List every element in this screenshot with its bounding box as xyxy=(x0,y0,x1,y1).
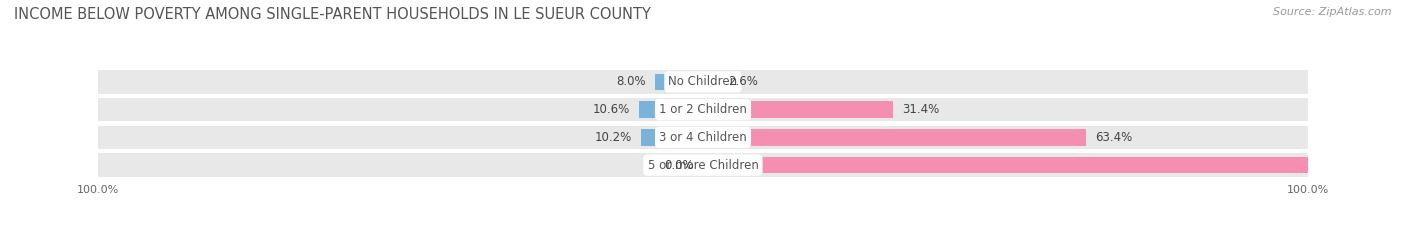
Text: INCOME BELOW POVERTY AMONG SINGLE-PARENT HOUSEHOLDS IN LE SUEUR COUNTY: INCOME BELOW POVERTY AMONG SINGLE-PARENT… xyxy=(14,7,651,22)
Text: Source: ZipAtlas.com: Source: ZipAtlas.com xyxy=(1274,7,1392,17)
Bar xyxy=(641,129,703,146)
Text: 2.6%: 2.6% xyxy=(728,75,758,88)
Text: 8.0%: 8.0% xyxy=(616,75,645,88)
Text: 63.4%: 63.4% xyxy=(1095,131,1133,144)
Bar xyxy=(703,101,893,118)
Bar xyxy=(655,74,703,90)
Text: No Children: No Children xyxy=(668,75,738,88)
Bar xyxy=(98,153,1308,177)
Bar xyxy=(638,101,703,118)
Bar xyxy=(703,129,1087,146)
Text: 0.0%: 0.0% xyxy=(664,159,695,171)
Text: 100.0%: 100.0% xyxy=(1316,159,1361,171)
Text: 10.2%: 10.2% xyxy=(595,131,633,144)
Bar xyxy=(703,157,1308,173)
Bar xyxy=(98,98,1308,121)
Text: 1 or 2 Children: 1 or 2 Children xyxy=(659,103,747,116)
Text: 31.4%: 31.4% xyxy=(901,103,939,116)
Text: 10.6%: 10.6% xyxy=(592,103,630,116)
Text: 3 or 4 Children: 3 or 4 Children xyxy=(659,131,747,144)
Bar xyxy=(703,74,718,90)
Bar xyxy=(98,70,1308,94)
Bar xyxy=(655,157,703,173)
Text: 5 or more Children: 5 or more Children xyxy=(648,159,758,171)
Bar xyxy=(98,126,1308,149)
